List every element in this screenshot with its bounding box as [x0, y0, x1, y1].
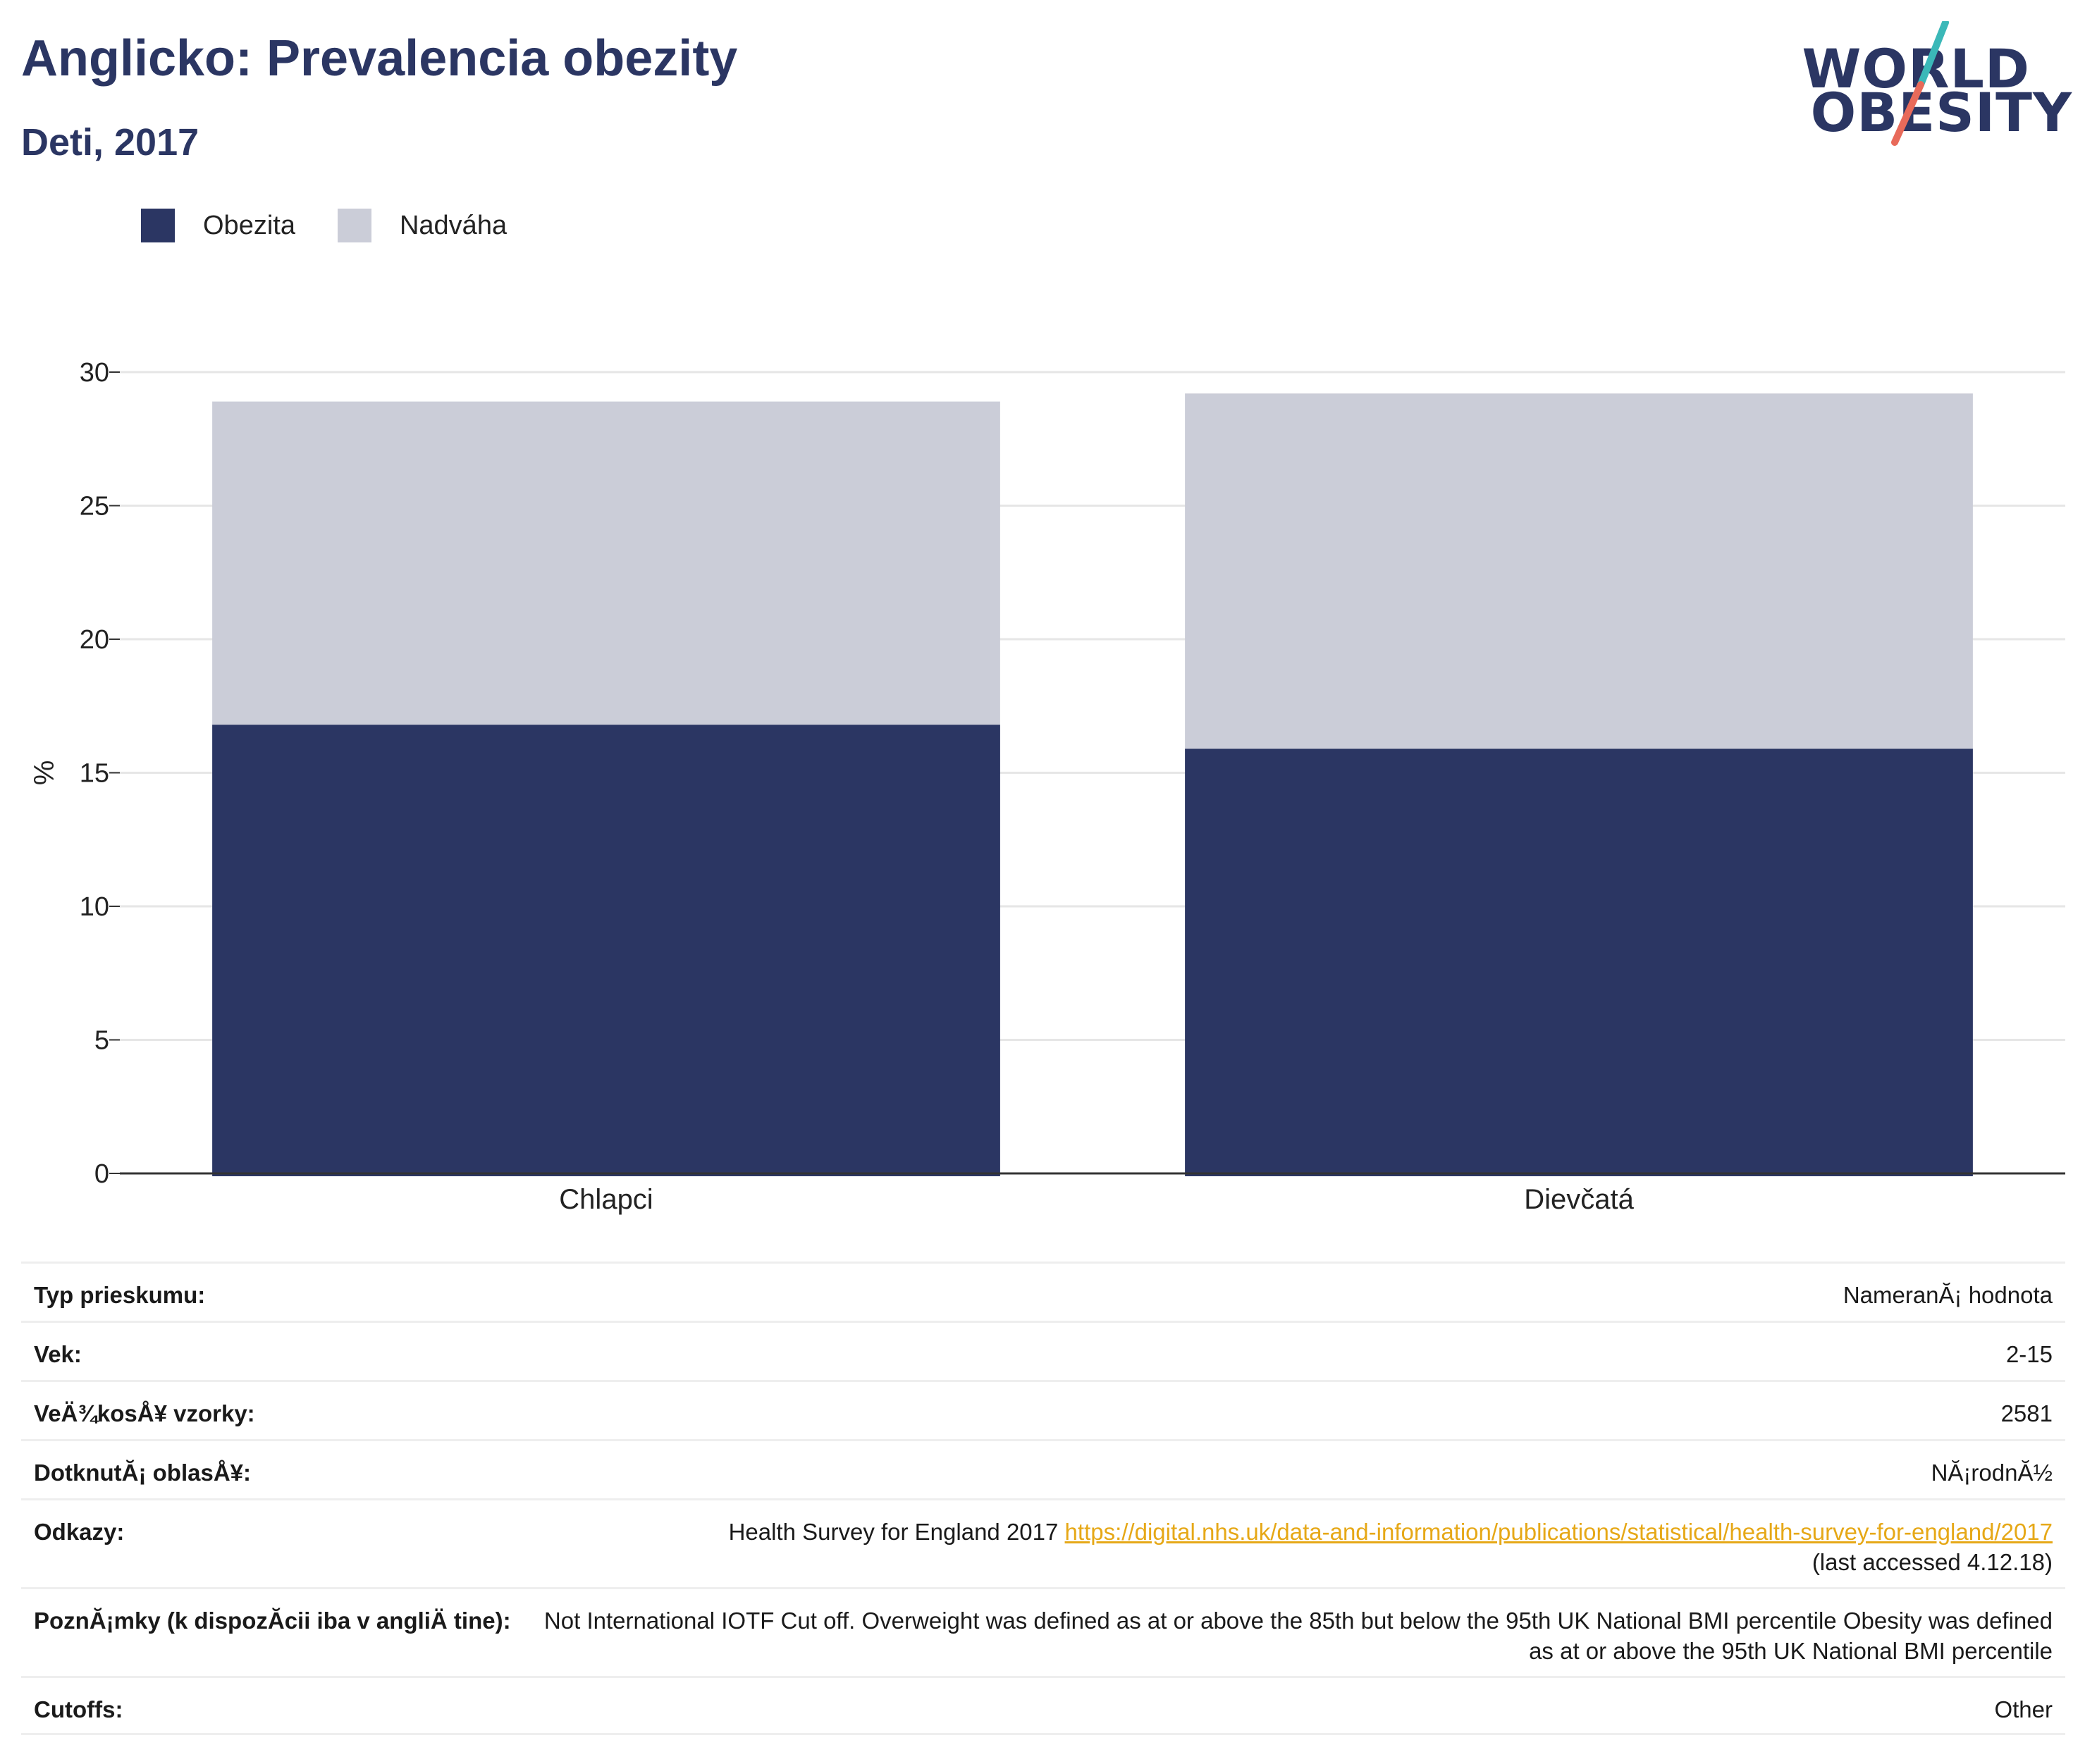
meta-value: 2581	[2000, 1400, 2053, 1426]
meta-value: NĂ¡rodnĂ½	[1931, 1460, 2053, 1486]
logo-text-world: WORLD	[1802, 37, 2030, 100]
legend-item-obezita[interactable]: Obezita	[141, 209, 295, 242]
metadata-table: Typ prieskumu: NameranĂ¡ hodnota Vek: 2-…	[21, 1262, 2065, 1735]
meta-row-area: DotknutĂ¡ oblasÅ¥: NĂ¡rodnĂ½	[21, 1439, 2065, 1498]
y-tick-label: 10	[80, 892, 109, 922]
meta-label: DotknutĂ¡ oblasÅ¥:	[34, 1460, 251, 1486]
meta-label: Vek:	[34, 1341, 82, 1367]
y-tick-label: 20	[80, 625, 109, 655]
legend-swatch-nadvaha	[337, 209, 371, 242]
meta-value: Other	[1994, 1696, 2053, 1722]
bar-nadvha-1	[1185, 393, 1973, 749]
meta-row-references: Odkazy: Health Survey for England 2017 h…	[21, 1498, 2065, 1587]
legend-item-nadvaha[interactable]: Nadváha	[337, 209, 508, 242]
meta-row-survey-type: Typ prieskumu: NameranĂ¡ hodnota	[21, 1262, 2065, 1321]
bar-obezita-1	[1185, 748, 1973, 1176]
reference-link[interactable]: https://digital.nhs.uk/data-and-informat…	[1064, 1519, 2053, 1545]
chart-subtitle: Deti, 2017	[21, 121, 199, 164]
meta-row-cutoffs: Cutoffs: Other	[21, 1676, 2065, 1735]
y-tick-label: 15	[80, 759, 109, 789]
y-tick-label: 0	[94, 1159, 109, 1189]
meta-value: Health Survey for England 2017 https://d…	[541, 1517, 2053, 1578]
chart-title: Anglicko: Prevalencia obezity	[21, 30, 738, 87]
logo-text-obesity: OBESITY	[1810, 81, 2072, 144]
meta-row-age: Vek: 2-15	[21, 1321, 2065, 1380]
x-tick-label: Chlapci	[559, 1184, 653, 1215]
legend-label-nadvaha: Nadváha	[399, 210, 508, 240]
y-tick-label: 30	[80, 358, 109, 388]
meta-label: Typ prieskumu:	[34, 1282, 206, 1308]
logo-slash-icon	[1891, 21, 1949, 146]
legend-swatch-obezita	[141, 209, 175, 242]
meta-value: Not International IOTF Cut off. Overweig…	[543, 1608, 2053, 1664]
meta-value: 2-15	[2005, 1341, 2053, 1367]
x-tick-label: Dievčatá	[1524, 1184, 1634, 1215]
meta-label: PoznĂ¡mky (k dispozĂcii iba v angliÄ tin…	[34, 1608, 511, 1634]
meta-value: NameranĂ¡ hodnota	[1843, 1282, 2053, 1308]
y-tick-label: 5	[94, 1026, 109, 1056]
meta-label: Odkazy:	[34, 1519, 125, 1545]
reference-note: (last accessed 4.12.18)	[1812, 1548, 2053, 1575]
reference-text: Health Survey for England 2017	[728, 1519, 1059, 1545]
meta-row-sample-size: VeÄ¾kosÅ¥ vzorky: 2581	[21, 1380, 2065, 1439]
bar-nadvha-0	[212, 401, 1000, 725]
bar-chart: 0 5 10 15 20 25 30% Chlapci Dievčatá	[29, 358, 2065, 1215]
y-tick-label: 25	[80, 492, 109, 522]
chart-legend: Obezita Nadváha	[141, 209, 549, 242]
y-axis-label: %	[29, 760, 60, 786]
meta-label: Cutoffs:	[34, 1696, 123, 1722]
meta-row-notes: PoznĂ¡mky (k dispozĂcii iba v angliÄ tin…	[21, 1587, 2065, 1676]
legend-label-obezita: Obezita	[203, 210, 295, 240]
meta-label: VeÄ¾kosÅ¥ vzorky:	[34, 1400, 255, 1426]
bar-obezita-0	[212, 724, 1000, 1176]
world-obesity-logo: WORLD OBESITY	[1802, 21, 2072, 148]
